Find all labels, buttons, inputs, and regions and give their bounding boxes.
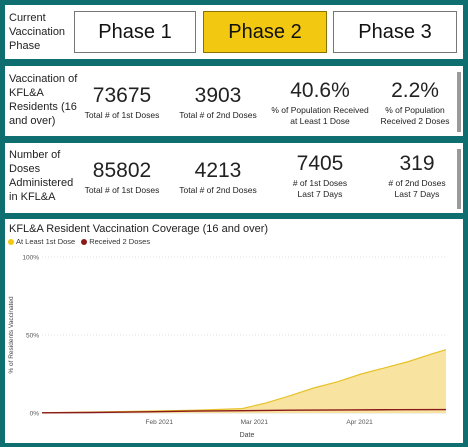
stat-caption: % of Population Received 2 Doses	[380, 105, 450, 126]
chart-title: KFL&A Resident Vaccination Coverage (16 …	[9, 223, 269, 235]
stat-value: 319	[399, 152, 435, 175]
legend-dot-first	[8, 239, 14, 246]
residents-scrollbar[interactable]	[457, 72, 461, 132]
stat-caption: Total # of 2nd Doses	[179, 110, 257, 120]
stat-second-doses: 3903 Total # of 2nd Doses	[172, 84, 264, 121]
stat-value: 3903	[194, 84, 242, 107]
legend-item-second[interactable]: Received 2 Doses	[81, 237, 150, 246]
residents-panel	[5, 66, 463, 136]
doses-scrollbar[interactable]	[457, 149, 461, 209]
legend-label-first: At Least 1st Dose	[16, 237, 76, 246]
stat-first-last-7-days: 7405 # of 1st Doses Last 7 Days	[270, 152, 370, 200]
stat-caption: # of 2nd Doses Last 7 Days	[388, 178, 446, 199]
phase-label: Current Vaccination Phase	[9, 12, 66, 52]
stat-pct-two-doses: 2.2% % of Population Received 2 Doses	[377, 79, 453, 127]
doses-panel	[5, 143, 463, 213]
chart-legend: At Least 1st Dose Received 2 Doses	[8, 237, 150, 246]
phase-1-button[interactable]: Phase 1	[74, 11, 196, 53]
legend-label-second: Received 2 Doses	[89, 237, 151, 246]
stat-first-doses: 73675 Total # of 1st Doses	[77, 84, 167, 121]
stat-caption: Total # of 1st Doses	[84, 110, 160, 120]
phase-2-button[interactable]: Phase 2	[203, 11, 327, 53]
stat-total-first-doses: 85802 Total # of 1st Doses	[77, 159, 167, 196]
stat-value: 73675	[92, 84, 152, 107]
stat-total-second-doses: 4213 Total # of 2nd Doses	[172, 159, 264, 196]
legend-dot-second	[81, 239, 88, 246]
legend-item-first[interactable]: At Least 1st Dose	[8, 237, 75, 246]
stat-caption: Total # of 1st Doses	[84, 185, 160, 195]
residents-label: Vaccination of KFL&A Residents (16 and o…	[9, 73, 78, 127]
stat-caption: Total # of 2nd Doses	[179, 185, 257, 195]
stat-value: 40.6%	[290, 79, 350, 102]
stat-pct-one-dose: 40.6% % of Population Received at Least …	[266, 79, 374, 127]
stat-value: 2.2%	[391, 79, 439, 102]
stat-value: 7405	[296, 152, 344, 175]
stat-caption: % of Population Received at Least 1 Dose	[271, 105, 369, 126]
stat-value: 4213	[194, 159, 242, 182]
stat-caption: # of 1st Doses Last 7 Days	[292, 178, 348, 199]
stat-value: 85802	[92, 159, 152, 182]
stat-second-last-7-days: 319 # of 2nd Doses Last 7 Days	[377, 152, 457, 200]
chart-panel	[5, 219, 463, 443]
doses-label: Number of Doses Administered in KFL&A	[9, 149, 74, 203]
phase-3-button[interactable]: Phase 3	[333, 11, 457, 53]
